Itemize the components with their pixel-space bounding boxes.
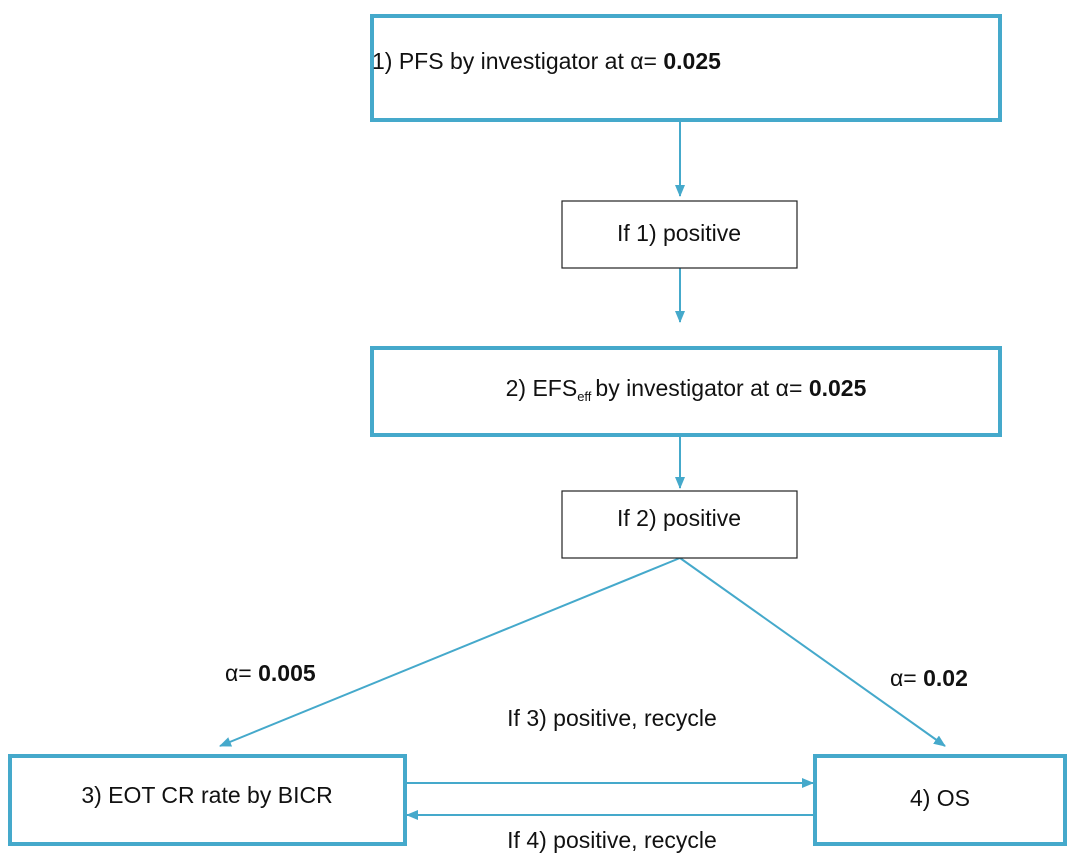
edge-label: If 3) positive, recycle bbox=[507, 705, 717, 731]
alpha-symbol: α= bbox=[890, 665, 917, 691]
alpha-value: 0.005 bbox=[258, 660, 316, 686]
subscript: eff bbox=[577, 389, 592, 404]
alpha-value: 0.025 bbox=[663, 48, 721, 74]
node-box bbox=[370, 14, 1002, 122]
condition-label: If 1) positive bbox=[617, 220, 741, 246]
node-box bbox=[813, 754, 1067, 846]
label-text: 1) PFS by investigator at α= bbox=[372, 48, 657, 74]
node-box bbox=[8, 754, 407, 846]
arrow bbox=[219, 557, 681, 747]
edge-label: α= 0.005 bbox=[225, 660, 316, 686]
node-label: 3) EOT CR rate by BICR bbox=[81, 782, 332, 808]
condition-label: If 2) positive bbox=[617, 505, 741, 531]
label-text: 2) EFS bbox=[506, 375, 578, 401]
alpha-symbol: α= bbox=[225, 660, 252, 686]
label-text: by investigator at α= bbox=[595, 375, 802, 401]
alpha-value: 0.025 bbox=[809, 375, 867, 401]
alpha-value: 0.02 bbox=[923, 665, 968, 691]
condition-box bbox=[561, 490, 798, 559]
condition-box bbox=[561, 200, 798, 269]
edge-label: If 4) positive, recycle bbox=[507, 827, 717, 853]
node-label: 1) PFS by investigator at α= 0.025 bbox=[372, 48, 721, 74]
node-label: 2) EFSeff by investigator at α= 0.025 bbox=[506, 375, 867, 404]
arrow bbox=[679, 557, 946, 747]
node-label: 4) OS bbox=[910, 785, 970, 811]
edge-label: α= 0.02 bbox=[890, 665, 968, 691]
node-box bbox=[370, 346, 1002, 437]
